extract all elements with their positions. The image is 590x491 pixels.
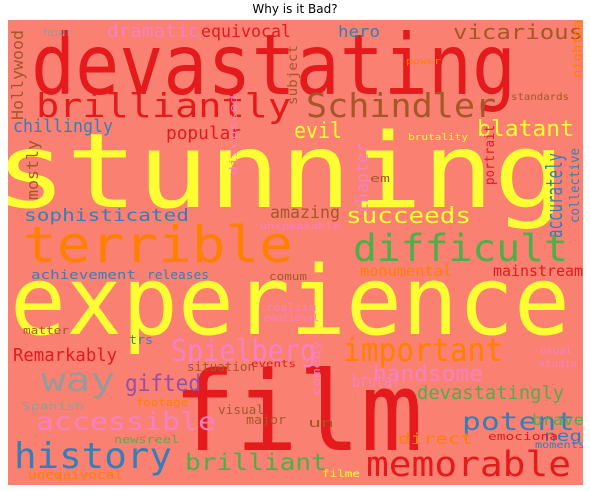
cloud-word: difficult: [352, 226, 568, 270]
cloud-word: Spielberg: [170, 334, 316, 369]
cloud-word: brutality: [408, 132, 469, 143]
cloud-word: evil: [294, 119, 343, 144]
cloud-word: chapter: [352, 142, 373, 213]
cloud-word: matter: [23, 323, 70, 337]
cloud-word: accurately: [543, 152, 568, 238]
cloud-word: experience: [10, 246, 570, 357]
cloud-word: vicarious: [453, 20, 583, 44]
cloud-word: emotional: [263, 313, 319, 324]
cloud-word: sophisticated: [23, 205, 189, 226]
cloud-word: devastating: [30, 20, 516, 114]
cloud-word: way: [41, 359, 116, 399]
cloud-word: mostly: [23, 140, 42, 200]
cloud-word: Spanish: [22, 399, 84, 413]
cloud-word: filme: [322, 469, 360, 480]
cloud-word: potent: [461, 406, 575, 436]
cloud-word: Schindler: [306, 85, 497, 125]
cloud-word: history: [14, 436, 172, 477]
cloud-word: amazing: [270, 202, 341, 223]
cloud-word: succeeds: [345, 204, 471, 229]
cloud-word: footage: [136, 395, 189, 409]
cloud-word: major: [246, 413, 286, 427]
cloud-word: important: [343, 331, 504, 369]
word-cloud: devastating stunning experience film terribl…: [8, 20, 583, 485]
cloud-word: studio: [539, 359, 578, 370]
cloud-word: neg: [544, 426, 583, 445]
cloud-word: visual: [218, 403, 265, 417]
cloud-word: devastatingly: [416, 381, 564, 404]
cloud-word: accessible: [36, 406, 217, 436]
chart-title: Why is it Bad?: [252, 2, 338, 16]
cloud-word: film: [173, 348, 424, 476]
cloud-word: releases: [147, 268, 210, 282]
cloud-word: usual: [540, 343, 572, 357]
cloud-word: handsome: [373, 362, 483, 387]
cloud-word: discussed: [226, 95, 240, 175]
cloud-word: emociona: [488, 429, 558, 443]
cloud-word: dramatic: [106, 21, 200, 42]
cloud-word: newsreel: [113, 432, 179, 446]
cloud-word: blatant: [476, 117, 574, 142]
cloud-word: gifted: [125, 370, 202, 397]
cloud-word: terrible: [23, 216, 293, 274]
cloud-word: popular: [165, 123, 241, 144]
cloud-word: moments: [535, 440, 583, 451]
cloud-word: brutal: [352, 371, 400, 392]
cloud-word: brilliantly: [35, 85, 291, 125]
cloud-word: monumental: [360, 261, 453, 280]
cloud-word: standards: [511, 92, 569, 103]
cloud-word: hero: [338, 22, 380, 41]
cloud-word: chillingly: [13, 116, 114, 137]
cloud-word: Hollywood: [8, 30, 27, 120]
cloud-word: direct: [397, 429, 473, 448]
cloud-word: subject: [285, 44, 301, 105]
cloud-word: brave: [532, 410, 583, 429]
cloud-word: collective: [567, 147, 583, 223]
cloud-word: mainstream: [493, 261, 583, 280]
cloud-word: unspeakable: [260, 221, 340, 232]
cloud-word: realism: [266, 300, 317, 314]
cloud-word: portrait: [482, 125, 498, 185]
cloud-word: memorable: [365, 444, 571, 485]
cloud-word: nightmare: [570, 20, 584, 78]
cloud-word: events: [250, 359, 296, 370]
cloud-word: achievement: [30, 268, 136, 282]
cloud-word: em: [370, 171, 391, 185]
cloud-word: hour: [43, 25, 73, 39]
cloud-word: power: [405, 56, 441, 67]
cloud-word: Remarkably: [13, 345, 118, 366]
cloud-word: unequivocal: [27, 468, 123, 482]
cloud-word: stunning: [8, 111, 566, 232]
cloud-word: brilliant: [185, 449, 327, 476]
cloud-word: trs: [129, 333, 154, 347]
cloud-word: comedy: [309, 340, 323, 396]
cloud-word: comum: [269, 269, 308, 283]
cloud-word: equivocal: [201, 21, 292, 42]
cloud-word: un: [308, 416, 335, 430]
cloud-word: situation: [187, 360, 256, 374]
